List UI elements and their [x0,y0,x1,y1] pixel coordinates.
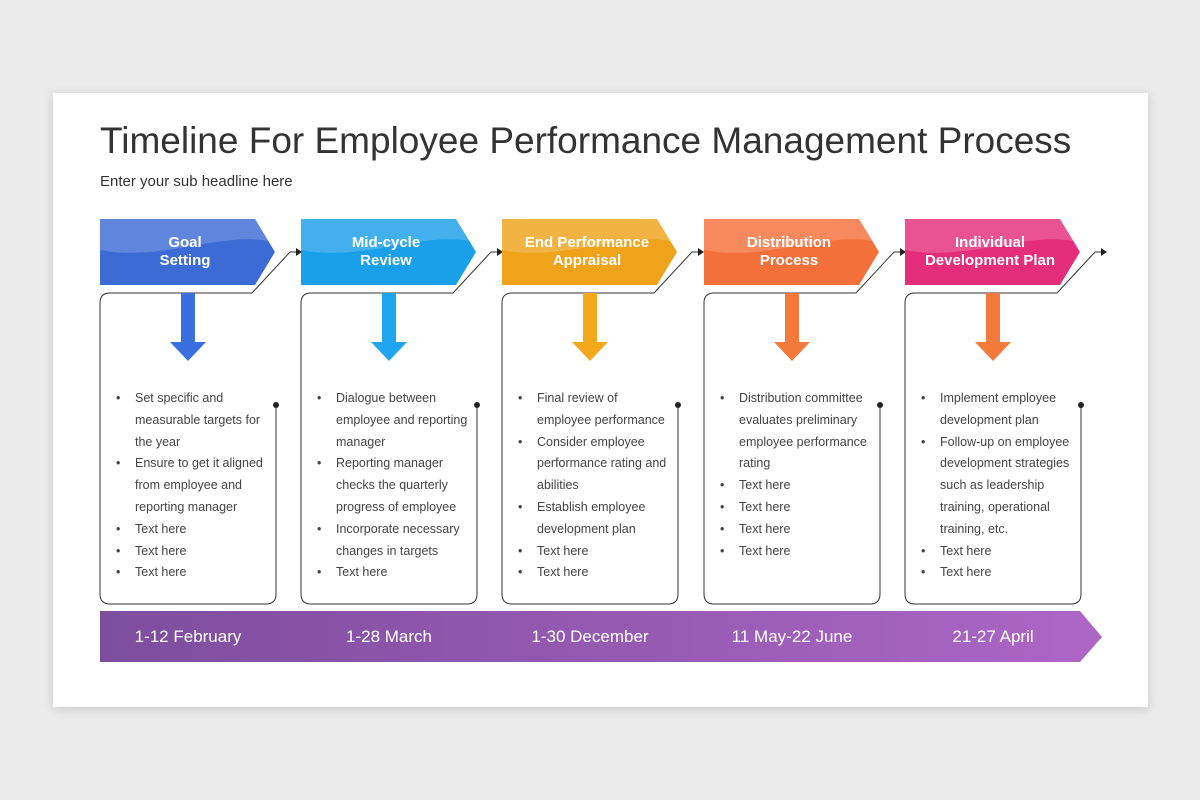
bullet: Establish employee development plan [518,497,669,541]
header-shine [704,219,872,253]
step-title-line: Review [360,252,412,269]
connector-arrowhead [497,248,503,256]
bullet: Text here [720,475,871,497]
bullet-list: Final review of employee performanceCons… [518,388,669,584]
connector-dot [474,402,480,408]
header-shine [100,219,268,253]
date: 21-27 April [952,627,1034,646]
down-arrow [774,293,810,361]
bullet: Text here [720,497,871,519]
bullet-list: Distribution committee evaluates prelimi… [720,388,871,563]
connector-dot [877,402,883,408]
step-title-line: End Performance [524,234,650,251]
date: 1-12 February [134,627,242,646]
connector-arrowhead [698,248,704,256]
bullet-list: Set specific and measurable targets for … [116,388,267,584]
step-title: Goal Setting [100,234,270,270]
step-title-line: Individual [954,234,1025,251]
step-header [905,219,1080,285]
bullet: Set specific and measurable targets for … [116,388,267,453]
step-title: Mid-cycle Review [301,234,471,270]
down-arrow [975,293,1011,361]
down-arrow [170,293,206,361]
step-title: Distribution Process [704,234,874,270]
step-header [100,219,275,285]
connector [904,251,1101,605]
step-title: End Performance Appraisal [502,234,672,270]
bullet-list: Implement employee development planFollo… [921,388,1072,584]
bullet-list: Dialogue between employee and reporting … [317,388,468,584]
connector-dot [273,402,279,408]
down-arrow [572,293,608,361]
bullet: Implement employee development plan [921,388,1072,432]
step-header [301,219,476,285]
bullet: Text here [116,562,267,584]
step-title-line: Process [759,252,819,269]
header-shine [905,219,1073,253]
bullet: Follow-up on employee development strate… [921,432,1072,541]
connector-dot [675,402,681,408]
bullet: Text here [116,541,267,563]
bullet: Dialogue between employee and reporting … [317,388,468,453]
bullet: Text here [720,519,871,541]
bullet: Final review of employee performance [518,388,669,432]
bullet: Consider employee performance rating and… [518,432,669,497]
step-title-line: Mid-cycle [351,234,421,251]
connector [300,251,497,605]
bullet: Text here [317,562,468,584]
connector [99,251,296,605]
bullet: Text here [116,519,267,541]
bullet: Text here [921,541,1072,563]
step-title: Individual Development Plan [905,234,1075,270]
bullet: Text here [518,541,669,563]
step-title-line: Development Plan [924,252,1056,269]
bullet: Distribution committee evaluates prelimi… [720,388,871,475]
connector-dot [1078,402,1084,408]
bullet: Text here [921,562,1072,584]
step-title-line: Goal [168,234,202,251]
header-shine [502,219,670,253]
connector [501,251,698,605]
subtitle: Enter your sub headline here [100,173,293,190]
header-shine [301,219,469,253]
connector-arrowhead [900,248,906,256]
step-header [502,219,677,285]
connector [703,251,900,605]
bullet: Text here [518,562,669,584]
date-bar [100,611,1102,662]
bullet: Ensure to get it aligned from employee a… [116,453,267,518]
step-header [704,219,879,285]
title: Timeline For Employee Performance Manage… [100,120,1072,161]
bullet: Reporting manager checks the quarterly p… [317,453,468,518]
connector-arrowhead [1101,248,1107,256]
step-title-line: Setting [159,252,211,269]
date: 1-30 December [531,627,649,646]
connector-arrowhead [296,248,302,256]
bullet: Incorporate necessary changes in targets [317,519,468,563]
down-arrow [371,293,407,361]
date: 1-28 March [346,627,432,646]
bullet: Text here [720,541,871,563]
step-title-line: Distribution [746,234,832,251]
step-title-line: Appraisal [552,252,622,269]
date: 11 May-22 June [731,627,853,646]
